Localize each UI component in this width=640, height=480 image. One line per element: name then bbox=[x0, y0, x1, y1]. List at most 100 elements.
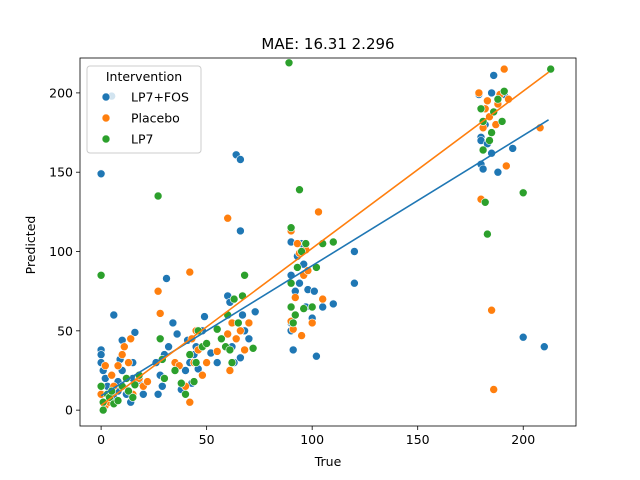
scatter-point bbox=[328, 299, 338, 309]
scatter-point bbox=[480, 198, 490, 207]
scatter-point bbox=[231, 334, 241, 344]
scatter-point bbox=[499, 87, 509, 96]
y-tick-label: 200 bbox=[49, 85, 73, 100]
scatter-point bbox=[229, 294, 239, 304]
scatter-point bbox=[478, 145, 488, 155]
scatter-point bbox=[499, 64, 509, 74]
legend-label: LP7+FOS bbox=[131, 90, 189, 105]
legend-marker bbox=[101, 92, 111, 102]
scatter-point bbox=[185, 267, 195, 277]
legend-frame bbox=[86, 65, 202, 154]
scatter-point bbox=[286, 223, 296, 232]
scatter-point bbox=[113, 361, 123, 371]
scatter-point bbox=[493, 167, 503, 177]
scatter-point bbox=[217, 334, 226, 344]
scatter-point bbox=[318, 294, 328, 304]
scatter-point bbox=[487, 88, 496, 98]
scatter-point bbox=[293, 239, 302, 248]
x-axis-title: True bbox=[314, 454, 342, 469]
scatter-point bbox=[312, 351, 321, 361]
scatter-point bbox=[164, 342, 173, 352]
scatter-point bbox=[96, 350, 106, 359]
scatter-point bbox=[286, 302, 296, 312]
scatter-point bbox=[293, 263, 302, 272]
scatter-point bbox=[501, 161, 511, 171]
scatter-point bbox=[189, 377, 199, 386]
scatter-point bbox=[487, 128, 496, 137]
scatter-point bbox=[185, 397, 195, 407]
scatter-point bbox=[162, 274, 171, 283]
scatter-point bbox=[160, 374, 169, 383]
scatter-point bbox=[202, 339, 211, 348]
y-tick-label: 150 bbox=[49, 165, 73, 180]
scatter-point bbox=[191, 358, 201, 367]
x-tick-label: 50 bbox=[199, 432, 215, 447]
scatter-point bbox=[170, 366, 180, 375]
legend: Intervention LP7+FOS Placebo LP7 bbox=[86, 65, 202, 154]
scatter-point bbox=[539, 342, 549, 352]
scatter-point bbox=[96, 381, 106, 391]
scatter-point bbox=[250, 307, 260, 317]
scatter-point bbox=[290, 293, 300, 302]
scatter-point bbox=[128, 393, 138, 402]
scatter-point bbox=[290, 310, 300, 320]
scatter-point bbox=[474, 88, 484, 98]
scatter-point bbox=[234, 318, 243, 328]
scatter-point bbox=[143, 377, 152, 386]
scatter-point bbox=[238, 310, 247, 320]
scatter-point bbox=[497, 117, 507, 126]
scatter-point bbox=[236, 353, 245, 363]
scatter-point bbox=[172, 329, 182, 339]
scatter-point bbox=[350, 247, 359, 256]
scatter-point bbox=[309, 286, 319, 296]
scatter-point bbox=[240, 345, 249, 355]
y-axis-title: Predicted bbox=[23, 216, 38, 275]
scatter-point bbox=[478, 164, 488, 174]
scatter-point bbox=[295, 185, 304, 194]
plot-frame bbox=[79, 57, 577, 427]
legend-title: Intervention bbox=[106, 69, 182, 84]
scatter-point bbox=[96, 270, 106, 280]
scatter-point bbox=[109, 310, 119, 320]
scatter-point bbox=[518, 332, 528, 342]
x-tick-label: 0 bbox=[97, 432, 105, 447]
scatter-point bbox=[288, 318, 298, 328]
scatter-point bbox=[295, 278, 304, 288]
scatter-point bbox=[181, 366, 190, 375]
scatter-point bbox=[223, 213, 232, 223]
scatter-point bbox=[124, 358, 133, 367]
scatter-point bbox=[223, 329, 232, 339]
scatter-point bbox=[101, 361, 110, 371]
scatter-point bbox=[181, 389, 190, 399]
scatter-point bbox=[168, 318, 178, 328]
scatter-point bbox=[139, 389, 148, 399]
y-tick-label: 0 bbox=[65, 403, 73, 418]
scatter-point bbox=[350, 278, 359, 288]
scatter-point bbox=[177, 378, 186, 388]
scatter-point bbox=[489, 71, 499, 80]
scatter-point bbox=[493, 94, 503, 104]
scatter-point bbox=[546, 64, 556, 74]
scatter-point bbox=[130, 328, 140, 337]
scatter-point bbox=[98, 405, 108, 415]
scatter-point bbox=[155, 334, 165, 344]
scatter-point bbox=[185, 350, 195, 359]
scatter-point bbox=[297, 331, 306, 340]
x-tick-label: 200 bbox=[511, 432, 535, 447]
scatter-point bbox=[212, 358, 222, 367]
scatter-point bbox=[155, 309, 165, 318]
scatter-point bbox=[225, 345, 235, 355]
scatter-point bbox=[158, 381, 167, 391]
x-tick-label: 150 bbox=[406, 432, 430, 447]
scatter-point bbox=[236, 326, 245, 336]
scatter-point bbox=[244, 334, 254, 344]
scatter-point bbox=[299, 304, 309, 313]
y-tick-label: 50 bbox=[57, 323, 73, 338]
scatter-point bbox=[153, 191, 163, 201]
scatter-point bbox=[518, 188, 528, 198]
scatter-point bbox=[153, 389, 163, 399]
scatter-point bbox=[318, 302, 328, 312]
scatter-point bbox=[96, 169, 106, 179]
scatter-point bbox=[200, 312, 209, 321]
